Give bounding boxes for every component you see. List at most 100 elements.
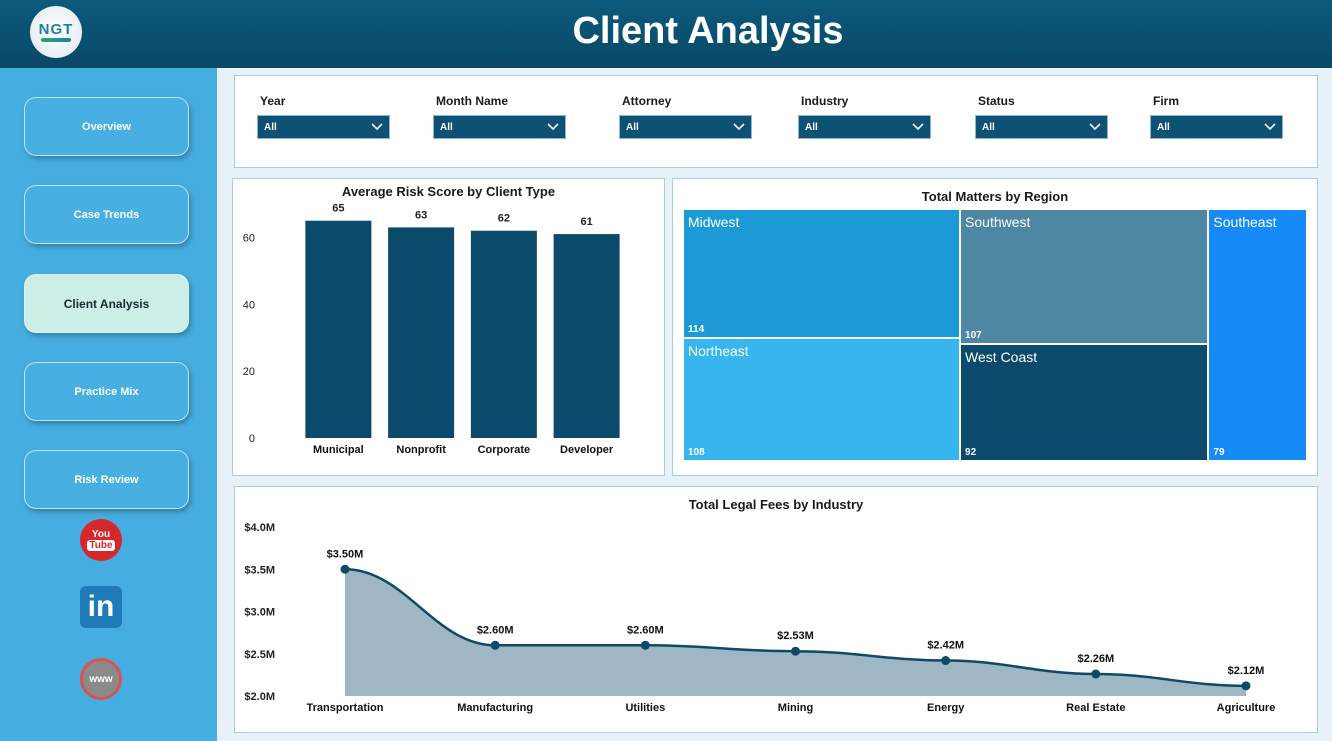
matters-treemap-panel: Total Matters by Region Midwest 114 Northe… bbox=[672, 178, 1318, 476]
fees-point[interactable] bbox=[1091, 669, 1101, 679]
treemap-tile-southwest[interactable]: Southwest 107 bbox=[960, 209, 1209, 345]
globe-glyph: www bbox=[89, 673, 113, 685]
filter-status: Status All bbox=[975, 94, 1108, 139]
y-tick-label: $3.5M bbox=[244, 564, 275, 576]
logo-swoosh bbox=[41, 38, 71, 42]
industry-dropdown-value: All bbox=[805, 121, 818, 133]
header-bar: NGT Client Analysis bbox=[0, 0, 1332, 68]
filter-year-label: Year bbox=[260, 94, 286, 108]
chevron-down-icon bbox=[912, 123, 924, 131]
bar-value-label: 61 bbox=[581, 216, 593, 228]
linkedin-icon[interactable]: in bbox=[80, 586, 122, 628]
industry-dropdown[interactable]: All bbox=[798, 115, 931, 139]
treemap-tile-name: Southeast bbox=[1213, 214, 1277, 230]
nav-client-analysis-button[interactable]: Client Analysis bbox=[24, 274, 189, 333]
x-category-label: Corporate bbox=[478, 444, 531, 456]
chevron-down-icon bbox=[371, 123, 383, 131]
bar-developer[interactable] bbox=[553, 234, 620, 438]
fees-point[interactable] bbox=[640, 640, 650, 650]
filter-firm: Firm All bbox=[1150, 94, 1283, 139]
chevron-down-icon bbox=[1089, 123, 1101, 131]
legal-fees-chart-panel: Total Legal Fees by Industry $2.0M $2.5M $… bbox=[234, 486, 1318, 733]
x-category-label: Manufacturing bbox=[457, 702, 533, 714]
nav-overview-button[interactable]: Overview bbox=[24, 97, 189, 156]
globe-icon[interactable]: www bbox=[80, 658, 122, 700]
filters-panel: Year All Month Name All Attorney All Ind… bbox=[234, 75, 1318, 168]
y-tick-label: 40 bbox=[243, 299, 255, 311]
firm-dropdown-value: All bbox=[1157, 121, 1170, 133]
fees-point[interactable] bbox=[490, 640, 500, 650]
firm-dropdown[interactable]: All bbox=[1150, 115, 1283, 139]
x-category-label: Mining bbox=[778, 702, 813, 714]
matters-treemap: Midwest 114 Northeast 108 Southwest 107 West C… bbox=[683, 209, 1307, 461]
youtube-glyph-bottom: Tube bbox=[87, 539, 115, 551]
bar-corporate[interactable] bbox=[470, 230, 537, 438]
filter-status-label: Status bbox=[978, 94, 1015, 108]
fees-value-label: $3.50M bbox=[327, 548, 364, 560]
month-dropdown[interactable]: All bbox=[433, 115, 566, 139]
chevron-down-icon bbox=[547, 123, 559, 131]
year-dropdown-value: All bbox=[264, 121, 277, 133]
risk-score-chart-panel: Average Risk Score by Client Type 0 20 40 6… bbox=[232, 178, 665, 476]
bar-value-label: 65 bbox=[332, 203, 344, 215]
status-dropdown[interactable]: All bbox=[975, 115, 1108, 139]
x-category-label: Agriculture bbox=[1217, 702, 1276, 714]
treemap-title: Total Matters by Region bbox=[921, 189, 1069, 204]
treemap-tile-northeast[interactable]: Northeast 108 bbox=[683, 338, 961, 461]
filter-industry: Industry All bbox=[798, 94, 931, 139]
bar-value-label: 62 bbox=[498, 213, 510, 225]
treemap-tile-midwest[interactable]: Midwest 114 bbox=[683, 209, 961, 339]
youtube-icon[interactable]: You Tube bbox=[80, 519, 122, 561]
treemap-tile-southeast[interactable]: Southeast 79 bbox=[1208, 209, 1307, 461]
bar-municipal[interactable] bbox=[305, 220, 372, 438]
fees-point[interactable] bbox=[340, 564, 350, 574]
fees-value-label: $2.60M bbox=[627, 624, 664, 636]
filter-attorney: Attorney All bbox=[619, 94, 752, 139]
youtube-glyph-top: You bbox=[91, 528, 111, 540]
risk-chart-title: Average Risk Score by Client Type bbox=[341, 184, 556, 199]
sidebar: Overview Case Trends Client Analysis Pra… bbox=[0, 68, 217, 741]
x-category-label: Nonprofit bbox=[396, 444, 446, 456]
chevron-down-icon bbox=[1264, 123, 1276, 131]
filter-attorney-label: Attorney bbox=[622, 94, 672, 108]
y-tick-label: 0 bbox=[249, 433, 255, 445]
nav-practice-mix-button[interactable]: Practice Mix bbox=[24, 362, 189, 421]
treemap-tile-value: 107 bbox=[965, 330, 982, 342]
x-category-label: Energy bbox=[927, 702, 965, 714]
y-tick-label: $2.5M bbox=[244, 649, 275, 661]
x-category-label: Real Estate bbox=[1066, 702, 1125, 714]
fees-point[interactable] bbox=[791, 646, 800, 656]
y-tick-label: 20 bbox=[243, 366, 255, 378]
filter-month-label: Month Name bbox=[436, 94, 508, 108]
fees-value-label: $2.26M bbox=[1077, 653, 1114, 665]
filter-firm-label: Firm bbox=[1153, 94, 1180, 108]
fees-point[interactable] bbox=[941, 656, 951, 666]
page-title: Client Analysis bbox=[572, 10, 844, 52]
filter-industry-label: Industry bbox=[801, 94, 849, 108]
attorney-dropdown-value: All bbox=[626, 121, 639, 133]
fees-value-label: $2.53M bbox=[777, 630, 814, 642]
fees-point[interactable] bbox=[1241, 681, 1251, 691]
x-category-label: Developer bbox=[560, 444, 614, 456]
treemap-tile-value: 79 bbox=[1213, 447, 1225, 458]
treemap-tile-value: 108 bbox=[688, 446, 705, 458]
fees-value-label: $2.60M bbox=[477, 624, 514, 636]
treemap-tile-west-coast[interactable]: West Coast 92 bbox=[960, 344, 1209, 461]
chevron-down-icon bbox=[733, 123, 745, 131]
year-dropdown[interactable]: All bbox=[257, 115, 390, 139]
nav-case-trends-button[interactable]: Case Trends bbox=[24, 185, 189, 244]
company-logo: NGT bbox=[30, 6, 82, 58]
treemap-tile-name: West Coast bbox=[965, 349, 1038, 366]
nav-risk-review-button[interactable]: Risk Review bbox=[24, 450, 189, 509]
legal-fees-chart: $2.0M $2.5M $3.0M $3.5M $4.0M $3.50M Transport… bbox=[244, 522, 1276, 714]
bar-nonprofit[interactable] bbox=[388, 227, 455, 438]
treemap-tile-name: Northeast bbox=[688, 343, 749, 360]
filter-year: Year All bbox=[257, 94, 390, 139]
fees-chart-title: Total Legal Fees by Industry bbox=[688, 497, 864, 512]
fees-value-label: $2.12M bbox=[1228, 665, 1265, 677]
attorney-dropdown[interactable]: All bbox=[619, 115, 752, 139]
filter-month: Month Name All bbox=[433, 94, 566, 139]
logo-text: NGT bbox=[38, 21, 74, 38]
treemap-tile-name: Southwest bbox=[965, 214, 1031, 230]
treemap-tile-name: Midwest bbox=[688, 214, 740, 230]
